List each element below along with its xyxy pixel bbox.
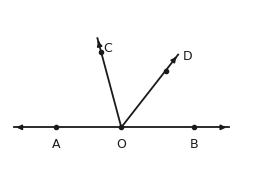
Text: C: C <box>103 42 112 55</box>
Text: D: D <box>183 50 192 63</box>
Text: O: O <box>116 138 126 151</box>
Text: B: B <box>190 138 199 151</box>
Text: A: A <box>52 138 60 151</box>
